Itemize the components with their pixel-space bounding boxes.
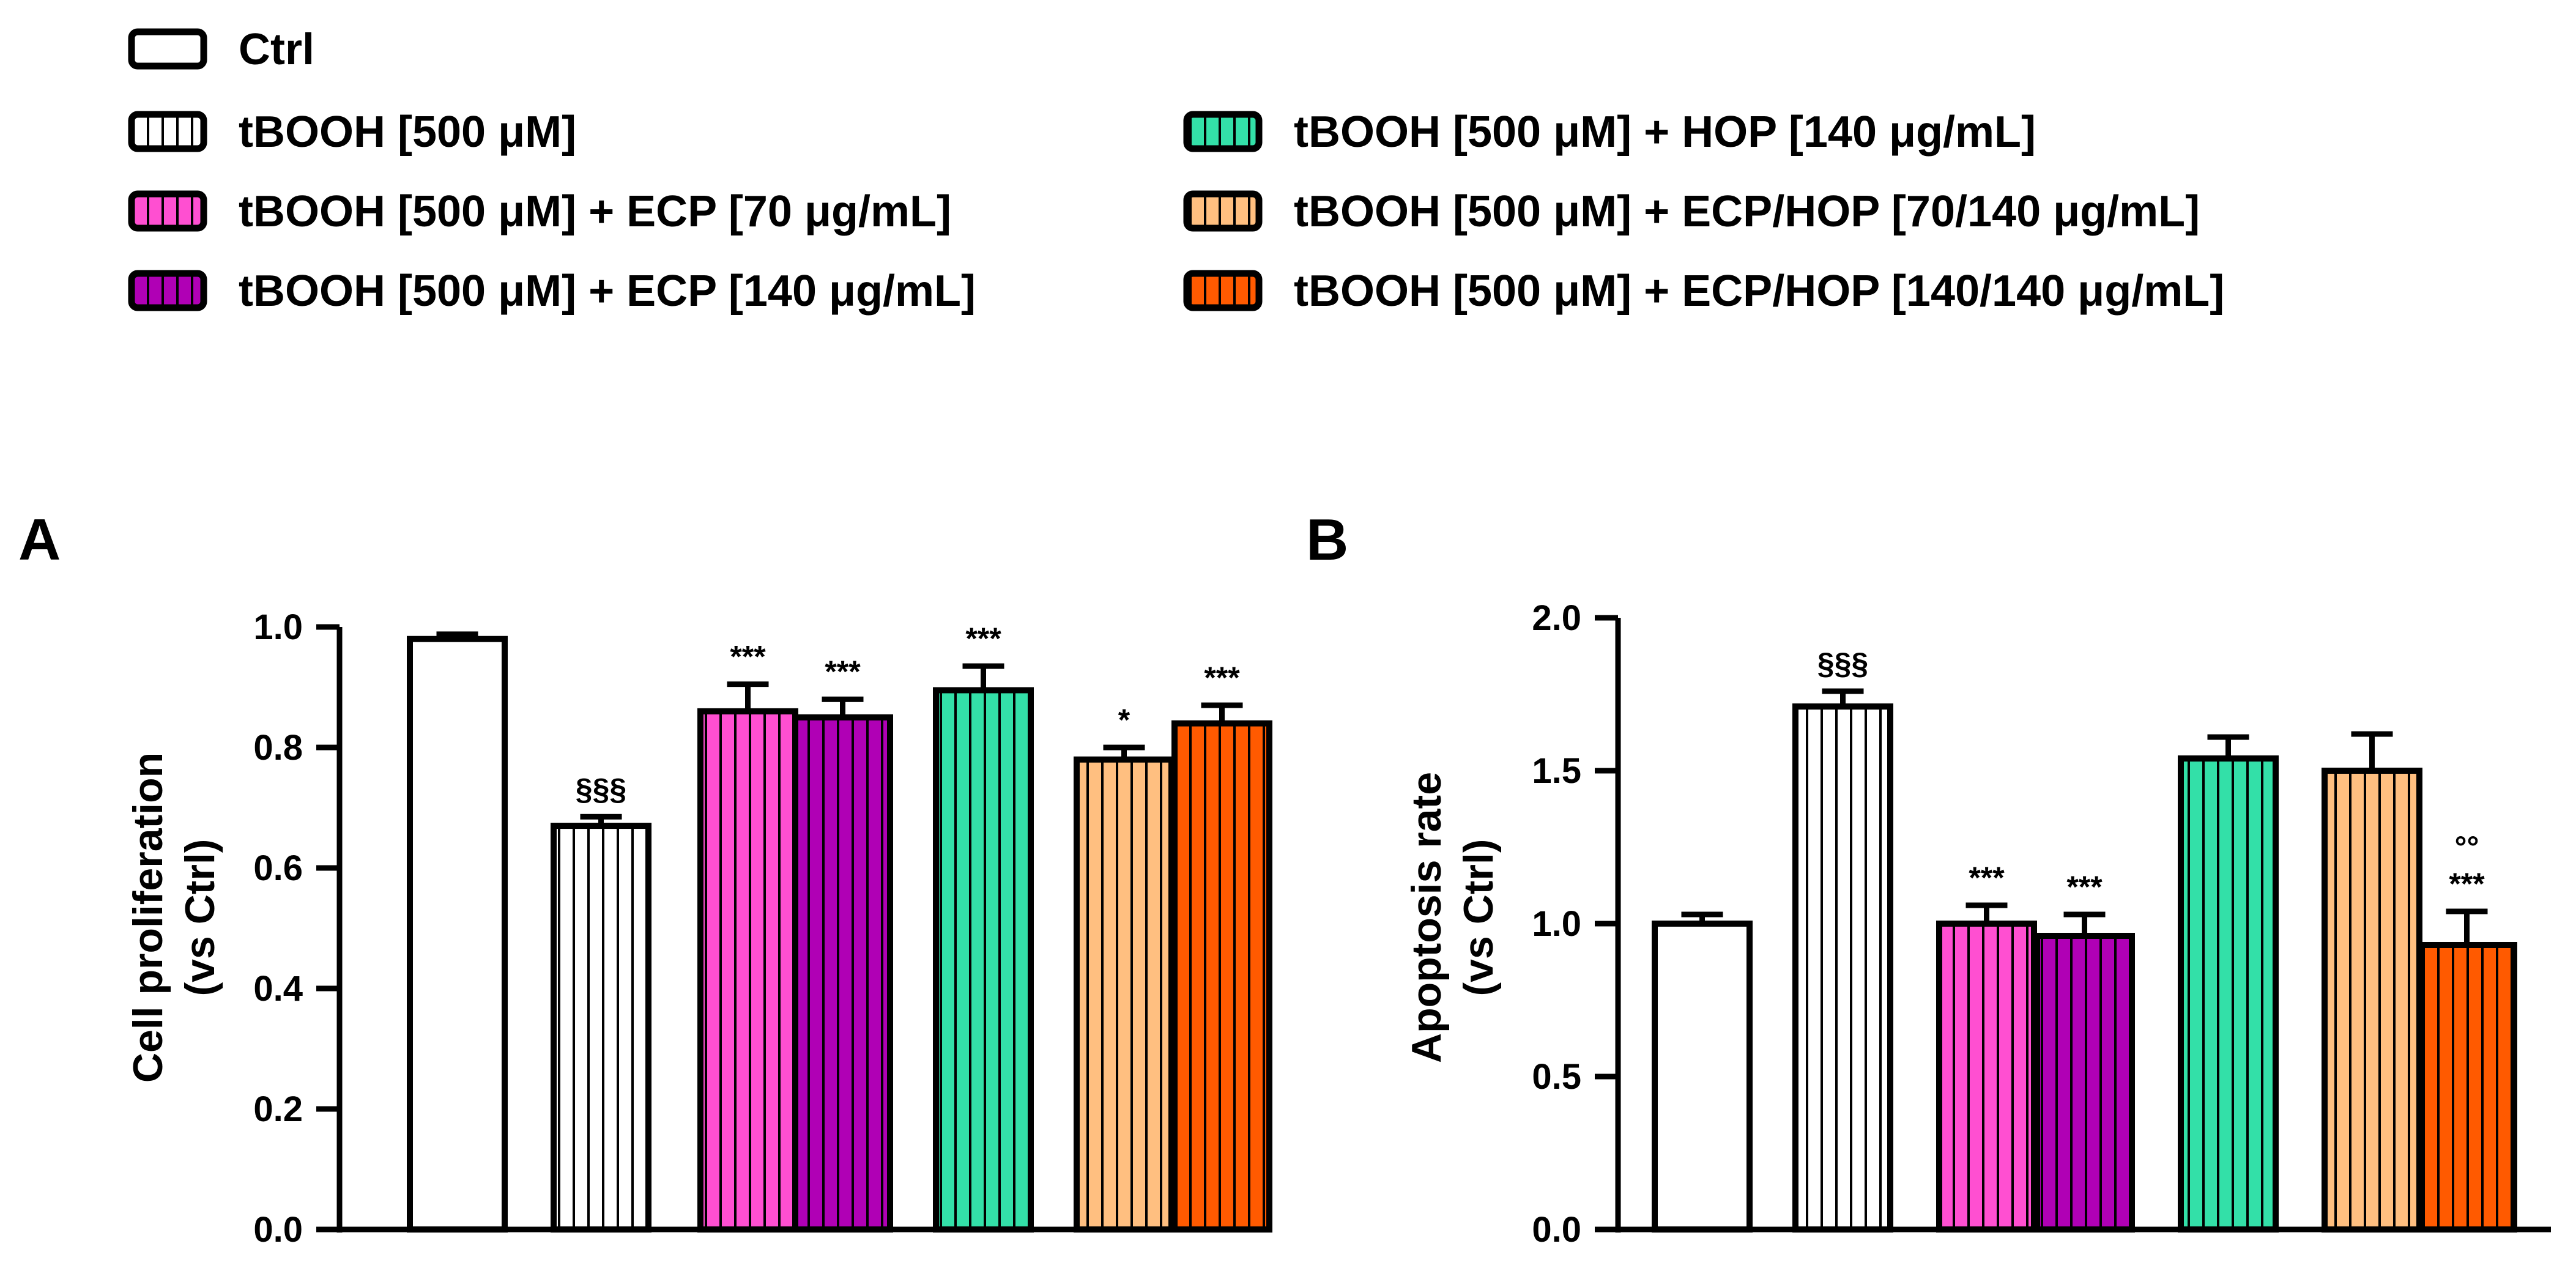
panel-a-sig-ecp70: *** [730, 640, 766, 674]
legend: Ctrl tBOOH [500 μM] tBOOH [500 μM] + ECP [… [128, 25, 2224, 316]
legend-label-ecphop70: tBOOH [500 μM] + ECP/HOP [70/140 μg/mL] [1294, 187, 2200, 236]
panel-a-bar-ecp70 [697, 708, 798, 1233]
legend-label-ecp70: tBOOH [500 μM] + ECP [70 μg/mL] [239, 187, 951, 236]
panel-b-ylabel-line1: Apoptosis rate [1403, 772, 1450, 1063]
panel-b-sig2-ecphop140: °° [2455, 830, 2479, 864]
panel-a-bar-ecphop140 [1171, 720, 1272, 1233]
legend-label-tbooh: tBOOH [500 μM] [239, 108, 576, 157]
legend-item-ctrl: Ctrl [128, 25, 314, 74]
panel-a-ylabel-line2: (vs Ctrl) [177, 839, 223, 996]
panel-b-sig-tbooh: §§§ [1817, 647, 1868, 681]
panel-b-bar-ctrl [1652, 921, 1753, 1233]
panel-b-ylabel-line2: (vs Ctrl) [1455, 839, 1502, 996]
panel-a: A Cell proliferation (vs Ctrl) 0.0 0.2 0.4… [18, 507, 1272, 1250]
panel-b-y-tick-label: 2.0 [1532, 598, 1581, 638]
panel-b-bar-ecp140 [2034, 933, 2135, 1233]
panel-a-bar-ecp140 [792, 714, 893, 1233]
panel-a-ylabel-line1: Cell proliferation [125, 752, 171, 1083]
panel-a-sig-ecp140: *** [825, 654, 861, 689]
panel-b-bar-ecphop70 [2322, 768, 2422, 1233]
panel-a-bar-tbooh [551, 823, 651, 1233]
panel-a-y-tick-label: 0.0 [253, 1210, 303, 1250]
legend-swatch-ecphop70 [1183, 190, 1263, 232]
legend-label-ecphop140: tBOOH [500 μM] + ECP/HOP [140/140 μg/mL] [1294, 267, 2224, 316]
panel-b-y-tick-label: 1.5 [1532, 751, 1581, 791]
legend-item-hop140: tBOOH [500 μM] + HOP [140 μg/mL] [1183, 108, 2036, 157]
panel-b-y-tick-label: 0.5 [1532, 1057, 1581, 1097]
legend-label-ctrl: Ctrl [239, 25, 314, 74]
panel-b-sig-ecp70: *** [1969, 861, 2005, 895]
panel-a-y-tick-label: 0.8 [253, 728, 303, 768]
panel-b-sig-ecp140: *** [2066, 870, 2103, 904]
legend-swatch-ecp140 [128, 270, 207, 311]
panel-b-y-tick-label: 0.0 [1532, 1210, 1581, 1250]
panel-a-bar-hop140 [933, 687, 1034, 1233]
panel-b-bar-ecphop140 [2416, 942, 2517, 1233]
panel-a-y-tick-label: 0.6 [253, 848, 303, 888]
panel-a-sig-ecphop70: * [1118, 703, 1130, 737]
panel-b-bar-hop140 [2178, 755, 2279, 1233]
legend-item-ecphop140: tBOOH [500 μM] + ECP/HOP [140/140 μg/mL] [1183, 267, 2224, 316]
panel-a-label: A [18, 507, 61, 573]
legend-swatch-tbooh [128, 111, 207, 152]
panel-a-sig-hop140: *** [965, 621, 1001, 656]
panel-a-sig-ecphop140: *** [1204, 661, 1240, 695]
panel-a-bar-ecphop70 [1074, 756, 1175, 1233]
legend-item-ecp70: tBOOH [500 μM] + ECP [70 μg/mL] [128, 187, 951, 236]
panel-a-y-tick-label: 1.0 [253, 607, 303, 647]
panel-b-bar-tbooh [1792, 703, 1893, 1233]
legend-item-ecphop70: tBOOH [500 μM] + ECP/HOP [70/140 μg/mL] [1183, 187, 2200, 236]
legend-swatch-hop140 [1183, 111, 1263, 152]
legend-label-ecp140: tBOOH [500 μM] + ECP [140 μg/mL] [239, 267, 976, 316]
legend-label-hop140: tBOOH [500 μM] + HOP [140 μg/mL] [1294, 108, 2036, 157]
panel-b: B Apoptosis rate (vs Ctrl) 0.0 0.5 1.0 1.5 2… [1306, 507, 2551, 1250]
panel-a-y-tick-label: 0.2 [253, 1089, 303, 1129]
legend-swatch-ctrl [128, 28, 207, 70]
legend-item-ecp140: tBOOH [500 μM] + ECP [140 μg/mL] [128, 267, 976, 316]
panel-b-label: B [1306, 507, 1348, 573]
panel-a-bar-ctrl [407, 636, 508, 1233]
legend-swatch-ecp70 [128, 190, 207, 232]
panel-b-sig-ecphop140: *** [2449, 867, 2485, 901]
panel-a-y-tick-label: 0.4 [253, 969, 303, 1009]
legend-swatch-ecphop140 [1183, 270, 1263, 311]
panel-b-y-tick-label: 1.0 [1532, 904, 1581, 944]
panel-b-bar-ecp70 [1936, 921, 2037, 1233]
legend-item-tbooh: tBOOH [500 μM] [128, 108, 576, 157]
panel-a-sig-tbooh: §§§ [576, 772, 626, 806]
